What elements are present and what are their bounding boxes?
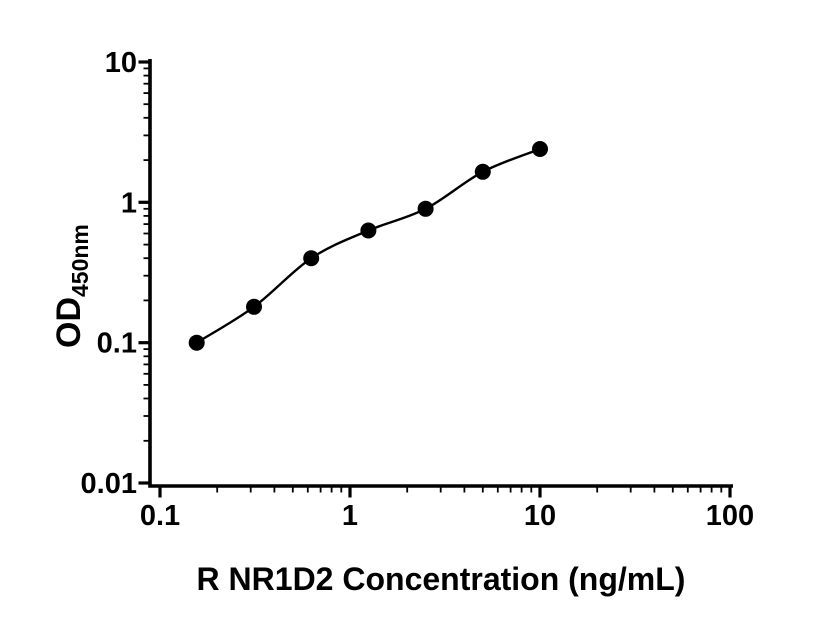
x-tick-label: 1: [342, 500, 358, 532]
x-tick-label: 100: [706, 500, 754, 532]
y-tick-label: 10: [105, 47, 137, 79]
x-tick-label: 0.1: [140, 500, 180, 532]
axis-spines: [148, 59, 733, 488]
data-point: [417, 200, 434, 217]
y-axis-title-main: OD: [50, 297, 88, 348]
axes: [148, 59, 733, 488]
y-tick-label: 0.1: [97, 328, 137, 360]
data-series: [188, 141, 548, 351]
y-axis-title-subscript: 450nm: [67, 224, 93, 297]
data-point: [188, 334, 205, 351]
x-axis-title: R NR1D2 Concentration (ng/mL): [197, 561, 686, 597]
data-point: [360, 222, 377, 239]
data-point: [474, 163, 491, 180]
data-point: [303, 250, 320, 267]
y-tick-label: 0.01: [81, 468, 137, 500]
data-point: [532, 141, 548, 157]
fit-line: [196, 147, 541, 344]
data-point: [246, 298, 262, 315]
x-tick-label: 10: [524, 500, 556, 532]
y-tick-label: 1: [121, 187, 137, 219]
y-axis-title: OD450nm: [50, 224, 93, 348]
tick-marks: [138, 60, 732, 498]
